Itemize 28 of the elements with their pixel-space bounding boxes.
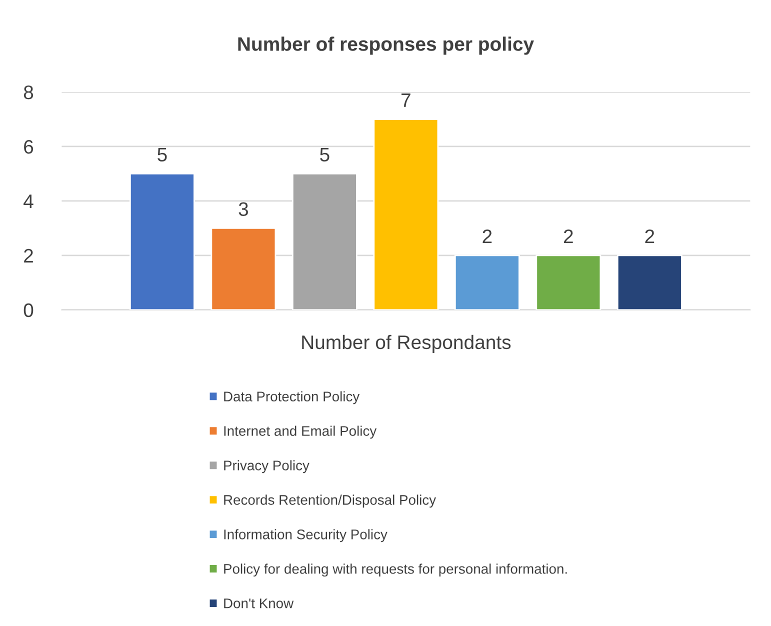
bar: [210, 227, 276, 310]
bar: [454, 254, 520, 310]
bar: [292, 173, 358, 310]
legend-label: Privacy Policy: [224, 460, 310, 474]
chart-title: Number of responses per policy: [238, 36, 534, 55]
data-label: 5: [158, 148, 167, 162]
data-label: 7: [402, 94, 410, 107]
data-label: 2: [482, 229, 492, 244]
y-tick-label: 8: [24, 85, 34, 100]
y-tick-label: 4: [24, 194, 34, 208]
data-label: 2: [564, 229, 573, 244]
data-label: 2: [645, 229, 654, 244]
legend-label: Don't Know: [224, 598, 294, 608]
legend-label: Policy for dealing with requests for personal information.: [224, 564, 567, 577]
y-tick-label: 2: [24, 248, 33, 262]
bar: [616, 254, 682, 310]
data-label: 3: [238, 202, 248, 216]
x-tick-label: Number of Respondants: [302, 334, 511, 353]
bar: [129, 173, 195, 310]
data-label: 5: [320, 148, 330, 162]
y-tick-label: 6: [24, 140, 34, 154]
bar: [373, 118, 439, 310]
legend-label: Information Security Policy: [224, 529, 388, 542]
bar: [536, 254, 602, 310]
y-tick-label: 0: [24, 303, 34, 318]
legend-label: Records Retention/Disposal Policy: [224, 494, 436, 508]
legend-label: Internet and Email Policy: [224, 426, 377, 439]
legend-label: Data Protection Policy: [224, 391, 360, 404]
